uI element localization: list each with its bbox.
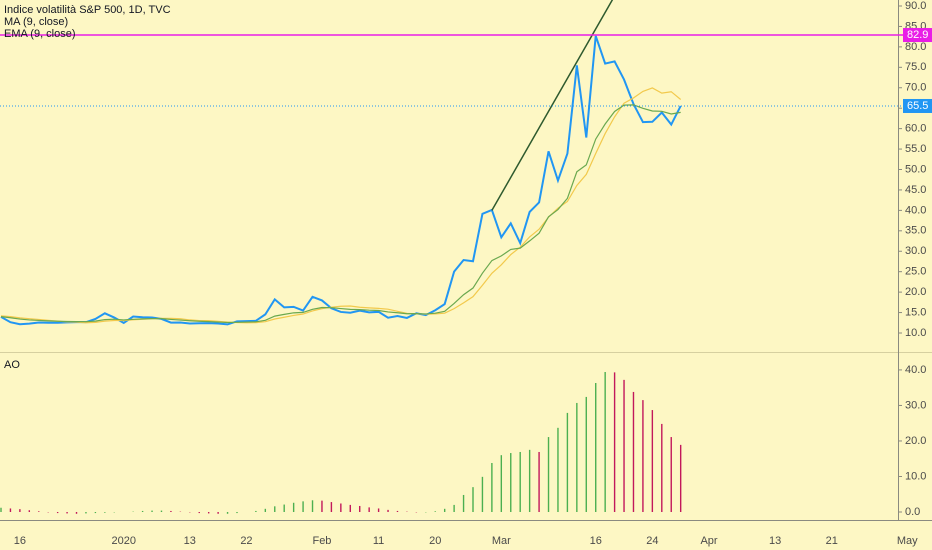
series-line xyxy=(0,104,681,324)
price-label-box xyxy=(903,28,932,43)
y-tick-label: 90.0 xyxy=(905,0,926,12)
y-tick-label: 10.0 xyxy=(905,327,926,339)
price-label-box xyxy=(903,98,932,113)
y-tick-label: 80.0 xyxy=(905,41,926,53)
y-tick-label: 0.0 xyxy=(905,506,920,518)
x-tick-label: 16 xyxy=(14,535,26,547)
trend-line xyxy=(491,0,614,211)
y-tick-label: 40.0 xyxy=(905,364,926,376)
y-tick-label: 15.0 xyxy=(905,306,926,318)
y-tick-label: 30.0 xyxy=(905,245,926,257)
series-line xyxy=(0,35,682,326)
main-pane xyxy=(0,0,682,326)
x-tick-label: 2020 xyxy=(111,535,135,547)
y-tick-label: 45.0 xyxy=(905,184,926,196)
series-line xyxy=(0,87,682,324)
y-tick-label: 35.0 xyxy=(905,225,926,237)
x-tick-label: Apr xyxy=(700,535,717,547)
x-tick-label: 11 xyxy=(373,535,384,547)
price-label: 65.5 xyxy=(907,100,928,112)
x-tick-label: 24 xyxy=(646,535,658,547)
x-tick-label: May xyxy=(897,535,918,547)
y-tick-label: 20.0 xyxy=(905,435,926,447)
y-tick-label: 70.0 xyxy=(905,82,926,94)
y-tick-label: 10.0 xyxy=(905,470,926,482)
pane-title: AO xyxy=(4,359,20,371)
legend-entry: MA (9, close) xyxy=(4,16,68,28)
legend-entry: EMA (9, close) xyxy=(4,28,76,40)
y-tick-label: 55.0 xyxy=(905,143,926,155)
x-tick-label: Feb xyxy=(312,535,331,547)
price-label: 82.9 xyxy=(907,29,928,41)
y-tick-label: 30.0 xyxy=(905,399,926,411)
y-tick-label: 40.0 xyxy=(905,204,926,216)
x-tick-label: 16 xyxy=(590,535,602,547)
y-tick-label: 25.0 xyxy=(905,266,926,278)
x-tick-label: 21 xyxy=(826,535,838,547)
y-tick-label: 50.0 xyxy=(905,163,926,175)
legend-entry: Indice volatilità S&P 500, 1D, TVC xyxy=(4,4,171,16)
x-tick-label: 22 xyxy=(240,535,252,547)
x-tick-label: 13 xyxy=(184,535,196,547)
x-tick-label: 13 xyxy=(769,535,781,547)
y-tick-label: 20.0 xyxy=(905,286,926,298)
x-tick-label: Mar xyxy=(492,535,511,547)
y-tick-label: 60.0 xyxy=(905,123,926,135)
y-tick-label: 75.0 xyxy=(905,61,926,73)
x-tick-label: 20 xyxy=(429,535,441,547)
